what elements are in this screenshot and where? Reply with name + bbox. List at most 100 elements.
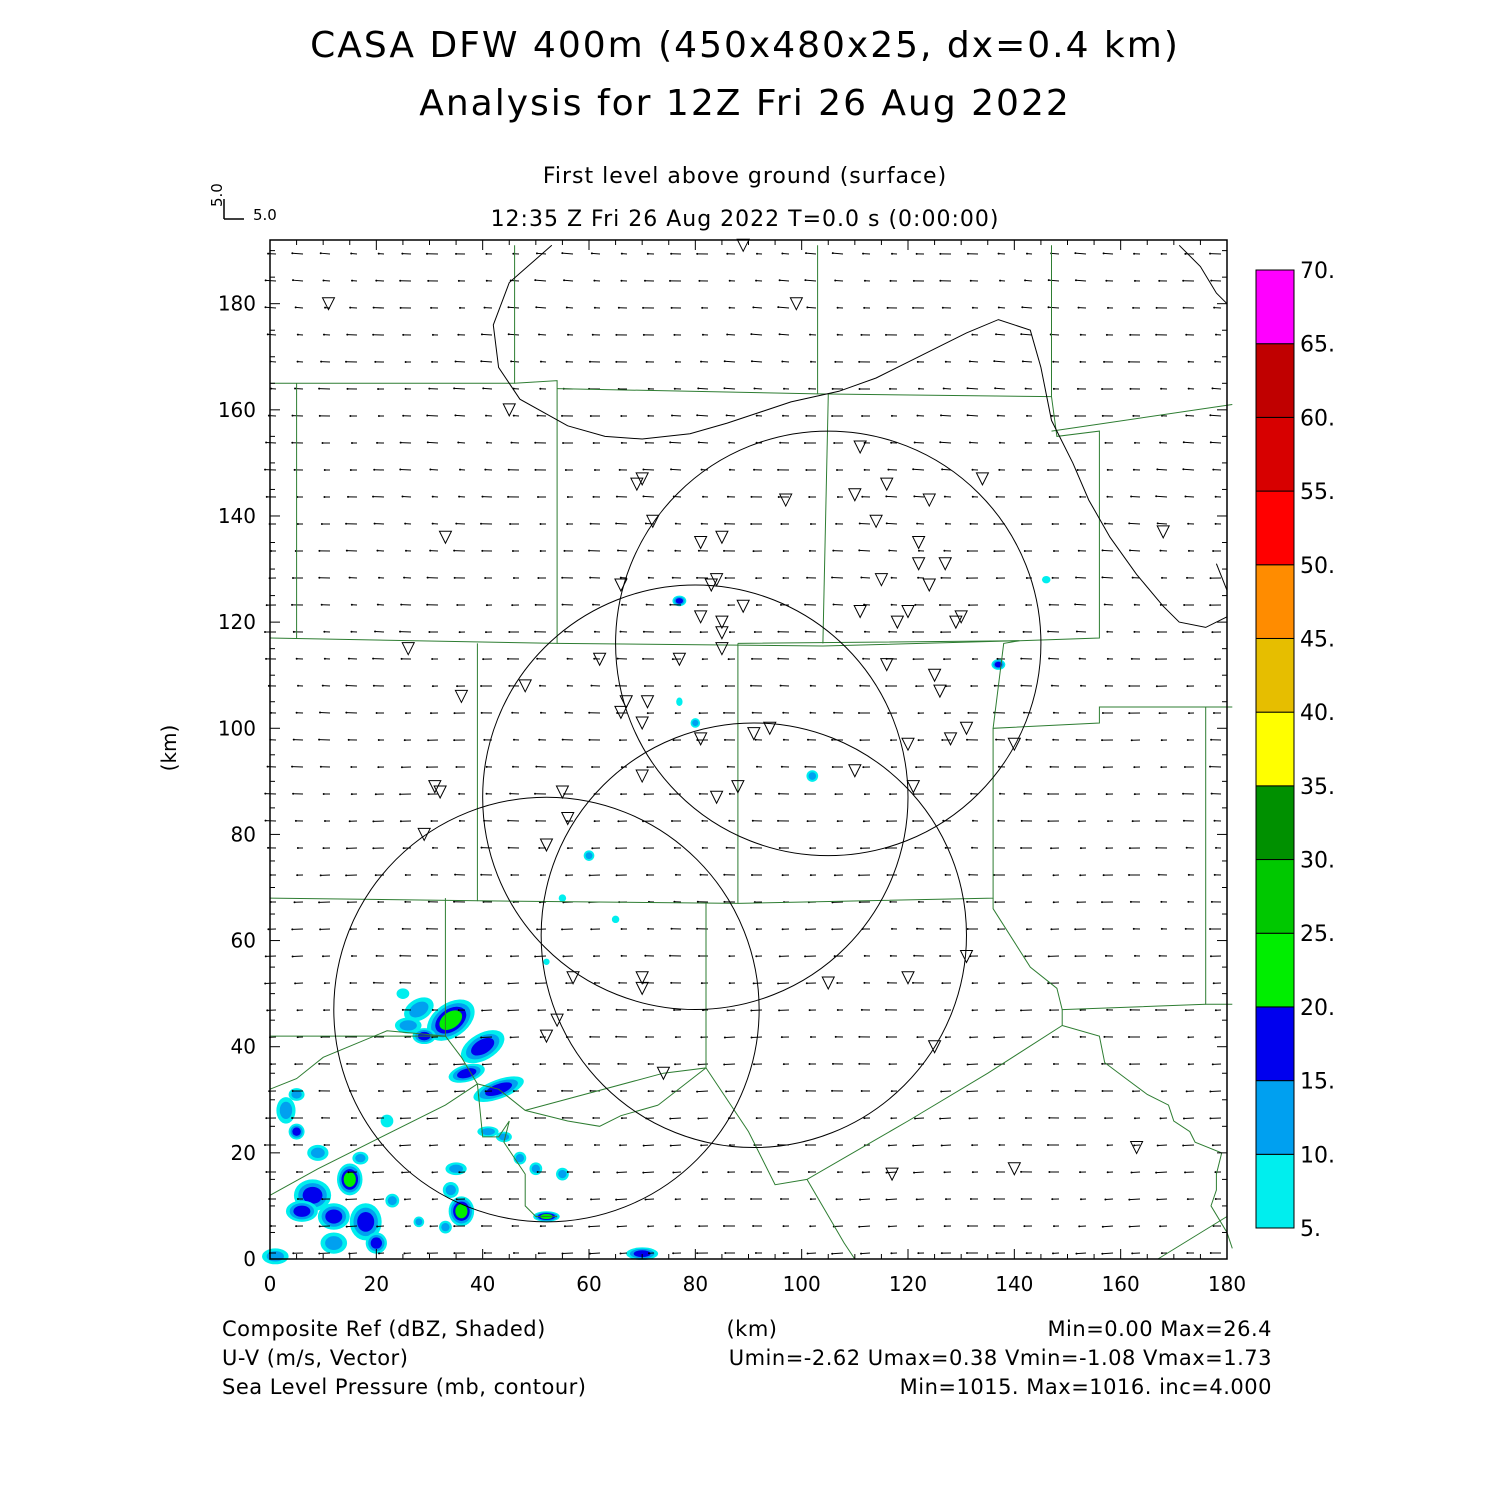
wind-vector-head <box>1101 387 1104 390</box>
wind-vector-head <box>669 441 672 444</box>
wind-vector-head <box>642 630 645 633</box>
wind-vector <box>1129 1225 1141 1228</box>
wind-vector-head <box>971 495 974 498</box>
wind-vector-head <box>996 414 999 417</box>
wind-vector-head <box>561 765 564 768</box>
wind-vector-head <box>561 603 564 606</box>
wind-vector-head <box>431 495 434 498</box>
wind-vector-head <box>481 495 484 498</box>
wind-vector-head <box>916 414 919 417</box>
wind-vector-head <box>889 793 892 796</box>
wind-vector-head <box>561 1116 564 1119</box>
wind-vector-head <box>1075 793 1078 796</box>
wind-vector-head <box>835 522 838 525</box>
wind-vector-head <box>993 1224 996 1227</box>
wind-vector-head <box>351 279 354 282</box>
wind-vector-head <box>966 1090 969 1093</box>
wind-vector-head <box>615 1035 618 1038</box>
wind-vector-head <box>350 1116 353 1119</box>
wind-vector-head <box>836 495 839 498</box>
wind-vector-head <box>804 630 807 633</box>
wind-vector-head <box>480 711 483 714</box>
wind-vector <box>323 279 331 282</box>
wind-vector-head <box>912 1144 915 1147</box>
wind-vector <box>833 1225 844 1228</box>
wind-vector-head <box>295 711 298 714</box>
wind-vector-head <box>1129 1008 1132 1011</box>
wind-vector-head <box>564 630 567 633</box>
wind-vector-head <box>916 522 919 525</box>
wind-vector <box>481 333 493 336</box>
reflectivity-contour <box>293 1205 311 1217</box>
wind-vector-head <box>457 279 460 282</box>
wind-vector <box>562 1252 574 1255</box>
wind-vector <box>1156 495 1168 498</box>
reflectivity-contour <box>355 1154 366 1163</box>
wind-vector-head <box>403 576 406 579</box>
wind-vector-head <box>264 1144 267 1147</box>
wind-vector-head <box>1102 252 1105 255</box>
wind-vector-head <box>728 982 731 985</box>
wind-vector-head <box>318 901 321 904</box>
wind-vector-head <box>399 306 402 309</box>
wind-vector-head <box>321 1198 324 1201</box>
wind-vector-head <box>1155 819 1158 822</box>
wind-vector <box>643 1171 655 1174</box>
wind-vector-head <box>723 711 726 714</box>
wind-vector-head <box>863 981 866 984</box>
footer-ref-stats: Min=0.00 Max=26.4 <box>1047 1317 1272 1341</box>
wind-vector-head <box>886 306 889 309</box>
wind-vector-head <box>399 954 402 957</box>
wind-vector-head <box>1187 712 1190 715</box>
radar-range-ring <box>482 584 909 1011</box>
wind-vector-head <box>481 1225 484 1228</box>
wind-vector-head <box>1183 765 1186 768</box>
wind-vector <box>616 522 628 525</box>
wind-vector-head <box>777 1143 780 1146</box>
wind-vector-head <box>377 927 380 930</box>
wind-vector-head <box>723 549 726 552</box>
station-marker <box>789 297 804 311</box>
wind-vector-head <box>995 577 998 580</box>
wind-vector-head <box>1209 604 1212 607</box>
wind-vector-head <box>809 522 812 525</box>
wind-vector-head <box>347 495 350 498</box>
county-line <box>737 640 1233 729</box>
wind-vector-head <box>750 522 753 525</box>
wind-vector-head <box>1187 387 1190 390</box>
wind-vector-head <box>996 657 999 660</box>
wind-vector-head <box>941 468 944 471</box>
wind-vector-head <box>350 793 353 796</box>
wind-vector-head <box>804 603 807 606</box>
wind-vector <box>913 1144 925 1147</box>
wind-vector-head <box>808 1062 811 1065</box>
station-marker <box>715 615 729 630</box>
wind-vector-head <box>1212 982 1215 985</box>
wind-vector-head <box>966 928 969 931</box>
wind-vector-head <box>806 1252 809 1255</box>
wind-vector-head <box>887 712 890 715</box>
wind-vector-head <box>349 981 352 984</box>
reflectivity-contour <box>515 1154 525 1163</box>
wind-vector-head <box>566 847 569 850</box>
wind-vector-head <box>1106 630 1109 633</box>
wind-vector-head <box>374 793 377 796</box>
wind-vector-head <box>618 468 621 471</box>
wind-vector-head <box>644 522 647 525</box>
wind-vector-head <box>592 1008 595 1011</box>
wind-vector-head <box>724 1251 727 1254</box>
wind-vector-head <box>457 954 460 957</box>
wind-vector-head <box>429 981 432 984</box>
wind-vector-head <box>750 1197 753 1200</box>
county-line <box>817 245 1052 398</box>
wind-vector-head <box>536 928 539 931</box>
wind-vector-head <box>912 658 915 661</box>
wind-vector <box>886 495 898 498</box>
wind-vector-head <box>1182 982 1185 985</box>
wind-vector-head <box>809 1036 812 1039</box>
wind-vector-head <box>294 1063 297 1066</box>
wind-vector-head <box>835 1198 838 1201</box>
wind-vector-head <box>431 658 434 661</box>
wind-vector-head <box>1155 685 1158 688</box>
wind-vector-head <box>1129 387 1132 390</box>
